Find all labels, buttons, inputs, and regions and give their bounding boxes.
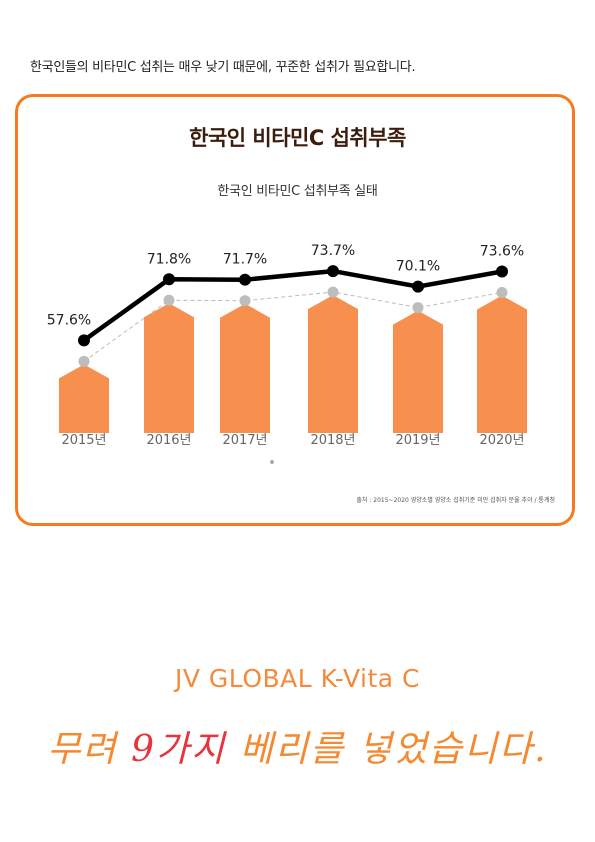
gray-point-2019년 <box>412 302 424 314</box>
value-label-2015년: 57.6% <box>47 312 91 328</box>
chart-title: 한국인 비타민C 섭취부족 <box>189 126 406 150</box>
value-label-2016년: 71.8% <box>147 251 191 267</box>
brand-name: JV GLOBAL K-Vita C <box>175 664 420 693</box>
slogan: 무려 9가지 베리를 넣었습니다. <box>0 720 595 772</box>
value-label-2019년: 70.1% <box>396 259 440 275</box>
category-label-2016년: 2016년 <box>146 433 191 448</box>
gray-point-2015년 <box>78 355 90 367</box>
gray-point-2017년 <box>239 295 251 307</box>
category-label-2018년: 2018년 <box>310 433 355 448</box>
gray-point-2018년 <box>327 286 339 298</box>
bar-2018년 <box>308 295 358 433</box>
line-point-2018년 <box>327 265 339 278</box>
category-label-2017년: 2017년 <box>222 433 267 448</box>
bar-2016년 <box>144 303 194 433</box>
category-label-2015년: 2015년 <box>61 433 106 448</box>
axis-dot <box>270 460 274 464</box>
gray-point-2016년 <box>163 294 175 306</box>
line-point-2019년 <box>412 280 424 293</box>
slogan-part-1: 무려 <box>47 729 132 770</box>
category-label-2020년: 2020년 <box>479 433 524 448</box>
slogan-part-2: 베리를 넣었습니다. <box>226 729 548 770</box>
slogan-highlight: 9가지 <box>131 729 227 770</box>
line-point-2017년 <box>239 273 251 286</box>
bar-2020년 <box>477 295 527 433</box>
category-label-2019년: 2019년 <box>395 433 440 448</box>
series-line <box>82 268 503 343</box>
chart-subtitle: 한국인 비타민C 섭취부족 실태 <box>217 184 378 199</box>
line-point-2016년 <box>163 273 175 286</box>
value-label-2018년: 73.7% <box>311 243 355 259</box>
gray-point-2020년 <box>496 287 508 299</box>
dashed-line <box>83 291 503 362</box>
bar-2019년 <box>393 310 443 433</box>
bar-2015년 <box>59 364 109 433</box>
line-point-2015년 <box>78 334 90 347</box>
bar-2017년 <box>220 303 270 433</box>
intro-text: 한국인들의 비타민C 섭취는 매우 낮기 때문에, 꾸준한 섭취가 필요합니다. <box>30 60 416 75</box>
line-point-2020년 <box>496 265 508 278</box>
value-label-2020년: 73.6% <box>480 244 524 260</box>
chart-source: 출처 : 2015~2020 영양소별 영양소 섭취기준 미만 섭취자 분율 추… <box>356 497 555 504</box>
value-label-2017년: 71.7% <box>223 252 267 268</box>
